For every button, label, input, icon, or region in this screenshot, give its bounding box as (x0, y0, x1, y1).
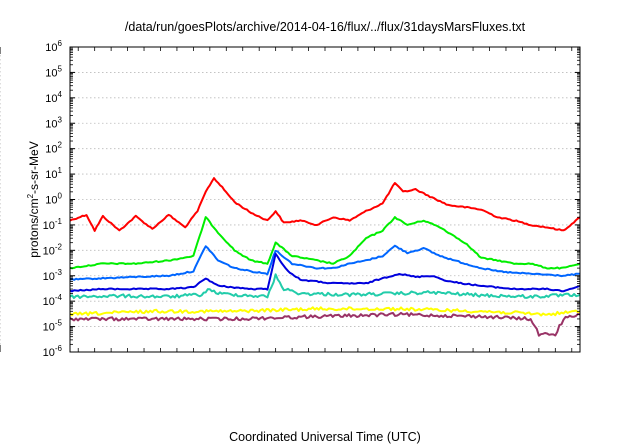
x-axis-title: Coordinated Universal Time (UTC) (229, 430, 421, 444)
chart-title: /data/run/goesPlots/archive/2014-04-16/f… (124, 20, 526, 34)
series-line-1 (70, 177, 580, 232)
y-axis-title: protons/cm2-s-sr-MeV (26, 141, 41, 257)
series-line-3 (70, 244, 580, 281)
series-line-6 (70, 306, 580, 317)
y-tick-label: 104 (45, 90, 62, 105)
y-tick-label: 10-4 (43, 293, 63, 308)
series-line-4 (70, 252, 580, 293)
y-tick-label: 10-6 (43, 344, 63, 359)
y-tick-label: 10-3 (43, 268, 63, 283)
y-tick-label: 106 (45, 39, 62, 54)
y-tick-label: 102 (45, 141, 62, 156)
series-line-2 (70, 216, 580, 270)
series-line-5 (70, 273, 580, 299)
y-tick-label: 10-2 (43, 242, 63, 257)
y-tick-label: 103 (45, 115, 62, 130)
y-tick-label: 101 (45, 166, 62, 181)
series-line-7 (70, 311, 580, 337)
y-tick-label: 10-1 (43, 217, 63, 232)
y-tick-label: 100 (45, 192, 62, 207)
y-tick-label: 105 (45, 64, 62, 79)
y-tick-label: 10-5 (43, 319, 63, 334)
